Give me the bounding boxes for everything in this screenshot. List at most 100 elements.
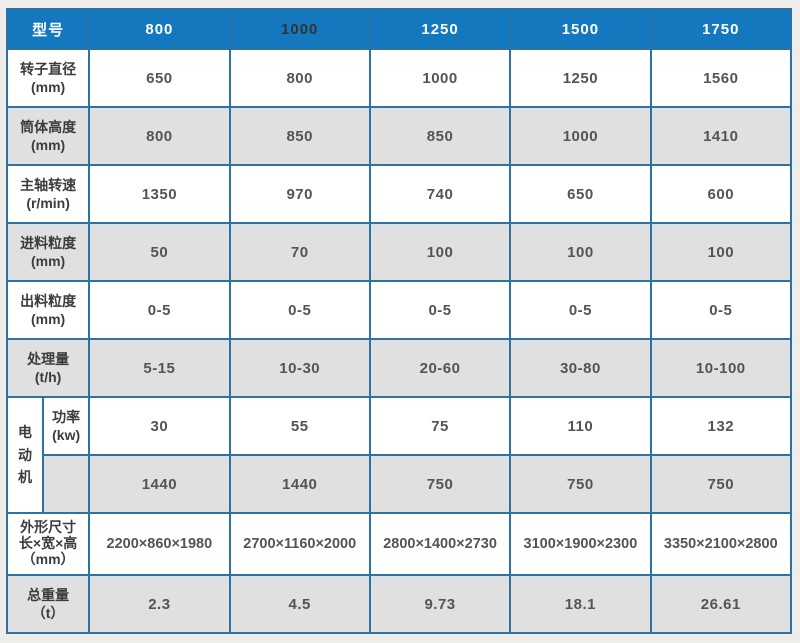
- cell-value: 750: [649, 454, 793, 514]
- row-label-unit: （mm）: [21, 550, 75, 567]
- table-header-row: 型号 800 1000 1250 1500 1750: [5, 8, 793, 50]
- row-label-motor: 电 动 机: [5, 396, 45, 514]
- cell-value: 30: [88, 396, 231, 456]
- cell-value: 2800×1400×2730: [368, 512, 512, 576]
- cell-value: 650: [509, 164, 652, 224]
- cell-value: 740: [368, 164, 512, 224]
- row-label-text: 进料粒度: [20, 234, 77, 251]
- row-label-unit: (mm): [30, 137, 66, 153]
- cell-value: 0-5: [368, 280, 512, 340]
- row-label-discharge-size: 出料粒度 (mm): [5, 280, 91, 340]
- table-row-rotor-diameter: 转子直径 (mm) 650 800 1000 1250 1560: [5, 48, 793, 108]
- cell-value: 100: [509, 222, 652, 282]
- row-label-unit: (kw): [52, 427, 81, 443]
- table-row-cylinder-height: 筒体高度 (mm) 800 850 850 1000 1410: [5, 106, 793, 166]
- cell-value: 650: [88, 48, 231, 108]
- spec-table: 型号 800 1000 1250 1500 1750 转子直径 (mm) 650…: [5, 8, 793, 634]
- row-label-text: 长×宽×高: [18, 535, 78, 552]
- row-label-dimensions: 外形尺寸 长×宽×高 （mm）: [5, 512, 91, 576]
- cell-value: 800: [228, 48, 371, 108]
- table-row-discharge-size: 出料粒度 (mm) 0-5 0-5 0-5 0-5 0-5: [5, 280, 793, 340]
- cell-value: 970: [228, 164, 371, 224]
- row-label-spindle-speed: 主轴转速 (r/min): [5, 164, 91, 224]
- table-row-spindle-speed: 主轴转速 (r/min) 1350 970 740 650 600: [5, 164, 793, 224]
- cell-value: 0-5: [649, 280, 793, 340]
- cell-value: 0-5: [228, 280, 371, 340]
- row-label-unit: （t）: [31, 605, 65, 621]
- header-model-1500: 1500: [509, 8, 652, 50]
- table-row-feed-size: 进料粒度 (mm) 50 70 100 100 100: [5, 222, 793, 282]
- row-label-unit: (t/h): [34, 369, 62, 385]
- row-label-capacity: 处理量 (t/h): [5, 338, 91, 398]
- row-label-text: 功率: [52, 408, 81, 425]
- cell-value: 1560: [649, 48, 793, 108]
- row-label-cylinder-height: 筒体高度 (mm): [5, 106, 91, 166]
- cell-value: 50: [88, 222, 231, 282]
- row-label-feed-size: 进料粒度 (mm): [5, 222, 91, 282]
- cell-value: 1000: [368, 48, 512, 108]
- cell-value: 850: [228, 106, 371, 166]
- row-label-unit: (mm): [30, 311, 66, 327]
- cell-value: 100: [368, 222, 512, 282]
- cell-value: 4.5: [228, 574, 371, 634]
- row-label-text: 总重量: [27, 586, 70, 603]
- cell-value: 750: [509, 454, 652, 514]
- motor-label-char: 动: [18, 446, 33, 463]
- cell-value: 750: [368, 454, 512, 514]
- cell-value: 1440: [88, 454, 231, 514]
- table-row-dimensions: 外形尺寸 长×宽×高 （mm） 2200×860×1980 2700×1160×…: [5, 512, 793, 576]
- cell-value: 10-30: [228, 338, 371, 398]
- row-sublabel-power: 功率 (kw): [42, 396, 91, 456]
- cell-value: 800: [88, 106, 231, 166]
- cell-value: 10-100: [649, 338, 793, 398]
- cell-value: 100: [649, 222, 793, 282]
- cell-value: 20-60: [368, 338, 512, 398]
- header-model-label: 型号: [5, 8, 91, 50]
- motor-label-char: 电: [18, 424, 33, 441]
- cell-value: 2200×860×1980: [88, 512, 231, 576]
- table-row-capacity: 处理量 (t/h) 5-15 10-30 20-60 30-80 10-100: [5, 338, 793, 398]
- cell-value: 1250: [509, 48, 652, 108]
- header-model-800: 800: [88, 8, 231, 50]
- row-label-text: 筒体高度: [20, 118, 77, 135]
- row-label-text: 主轴转速: [20, 176, 77, 193]
- cell-value: 9.73: [368, 574, 512, 634]
- header-model-1250: 1250: [368, 8, 512, 50]
- cell-value: 0-5: [88, 280, 231, 340]
- table-row-weight: 总重量 （t） 2.3 4.5 9.73 18.1 26.61: [5, 574, 793, 634]
- row-label-unit: (r/min): [26, 195, 70, 211]
- cell-value: 850: [368, 106, 512, 166]
- cell-value: 55: [228, 396, 371, 456]
- row-label-text: 外形尺寸: [20, 519, 77, 536]
- cell-value: 1000: [509, 106, 652, 166]
- cell-value: 600: [649, 164, 793, 224]
- cell-value: 1410: [649, 106, 793, 166]
- cell-value: 75: [368, 396, 512, 456]
- cell-value: 5-15: [88, 338, 231, 398]
- motor-label-char: 机: [18, 469, 33, 486]
- cell-value: 2700×1160×2000: [228, 512, 371, 576]
- row-label-text: 转子直径: [20, 60, 77, 77]
- cell-value: 70: [228, 222, 371, 282]
- row-label-unit: (mm): [30, 79, 66, 95]
- cell-value: 132: [649, 396, 793, 456]
- table-row-motor-speed: 1440 1440 750 750 750: [7, 454, 793, 514]
- cell-value: 2.3: [88, 574, 231, 634]
- cell-value: 1440: [228, 454, 371, 514]
- header-model-1000: 1000: [228, 8, 371, 50]
- cell-value: 3350×2100×2800: [649, 512, 793, 576]
- row-label-text: 出料粒度: [20, 292, 77, 309]
- row-sublabel-empty: [42, 454, 91, 514]
- cell-value: 18.1: [509, 574, 652, 634]
- cell-value: 110: [509, 396, 652, 456]
- cell-value: 1350: [88, 164, 231, 224]
- cell-value: 3100×1900×2300: [509, 512, 652, 576]
- row-label-text: 处理量: [27, 350, 70, 367]
- table-row-motor-power: 电 动 机 功率 (kw) 30 55 75 110 132: [5, 396, 793, 514]
- header-model-1750: 1750: [649, 8, 793, 50]
- row-label-rotor-diameter: 转子直径 (mm): [5, 48, 91, 108]
- row-label-weight: 总重量 （t）: [5, 574, 91, 634]
- cell-value: 26.61: [649, 574, 793, 634]
- cell-value: 0-5: [509, 280, 652, 340]
